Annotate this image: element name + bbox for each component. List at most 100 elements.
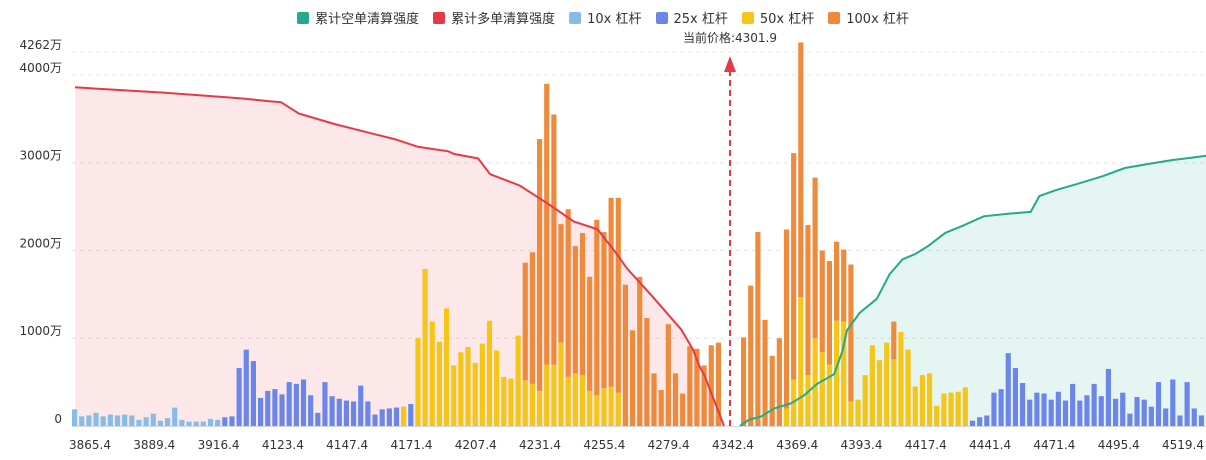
bar-25x[interactable] (1062, 400, 1069, 426)
bar-100x[interactable] (841, 249, 847, 322)
bar-25x[interactable] (336, 398, 342, 426)
bar-25x[interactable] (343, 400, 349, 426)
bar-100x[interactable] (701, 365, 707, 426)
bar-25x[interactable] (1077, 400, 1083, 426)
bar-50x[interactable] (601, 388, 607, 426)
bar-25x[interactable] (236, 368, 242, 426)
bar-25x[interactable] (393, 407, 400, 426)
bar-100x[interactable] (579, 232, 586, 376)
bar-50x[interactable] (558, 342, 564, 426)
bar-100x[interactable] (644, 318, 650, 426)
bar-50x[interactable] (594, 395, 600, 426)
bar-100x[interactable] (522, 262, 528, 381)
bar-50x[interactable] (891, 359, 897, 426)
bar-25x[interactable] (272, 389, 278, 426)
bar-50x[interactable] (941, 393, 947, 426)
bar-100x[interactable] (769, 355, 775, 426)
bar-50x[interactable] (572, 373, 578, 426)
bar-10x[interactable] (107, 414, 113, 426)
bar-100x[interactable] (630, 330, 636, 426)
bar-100x[interactable] (565, 209, 571, 377)
bar-50x[interactable] (934, 405, 940, 426)
bar-50x[interactable] (955, 391, 961, 426)
bar-100x[interactable] (783, 229, 790, 409)
bar-10x[interactable] (150, 413, 156, 426)
bar-50x[interactable] (927, 373, 933, 426)
bar-25x[interactable] (1113, 398, 1119, 426)
bar-25x[interactable] (1170, 379, 1176, 426)
bar-25x[interactable] (977, 417, 983, 426)
bar-25x[interactable] (1091, 383, 1097, 426)
bar-10x[interactable] (200, 421, 206, 426)
bar-25x[interactable] (308, 395, 314, 426)
bar-50x[interactable] (444, 308, 450, 426)
bar-100x[interactable] (776, 338, 782, 426)
bar-50x[interactable] (515, 335, 521, 426)
bar-100x[interactable] (601, 232, 607, 389)
bar-50x[interactable] (841, 321, 847, 426)
bar-25x[interactable] (1134, 397, 1140, 426)
bar-100x[interactable] (748, 285, 754, 426)
bar-50x[interactable] (812, 338, 818, 426)
bar-50x[interactable] (912, 386, 918, 426)
bar-10x[interactable] (157, 420, 163, 426)
bar-100x[interactable] (791, 153, 797, 380)
bar-100x[interactable] (529, 252, 535, 384)
bar-50x[interactable] (587, 390, 593, 426)
bar-10x[interactable] (179, 419, 185, 426)
bar-25x[interactable] (250, 361, 256, 426)
bar-100x[interactable] (544, 83, 550, 365)
bar-100x[interactable] (687, 346, 693, 426)
bar-50x[interactable] (458, 352, 464, 426)
bar-50x[interactable] (551, 364, 557, 426)
bar-50x[interactable] (451, 365, 457, 426)
bar-25x[interactable] (229, 416, 235, 426)
bar-10x[interactable] (114, 415, 121, 426)
bar-25x[interactable] (991, 392, 997, 426)
bar-10x[interactable] (215, 419, 221, 426)
bar-25x[interactable] (279, 394, 285, 426)
bar-10x[interactable] (100, 416, 106, 426)
bar-50x[interactable] (615, 392, 621, 426)
bar-25x[interactable] (1005, 353, 1011, 426)
bar-25x[interactable] (1098, 396, 1104, 426)
bar-100x[interactable] (551, 114, 557, 365)
bar-10x[interactable] (122, 414, 128, 426)
bar-25x[interactable] (1141, 399, 1147, 426)
bar-50x[interactable] (472, 362, 478, 426)
bar-50x[interactable] (422, 268, 428, 426)
bar-100x[interactable] (708, 345, 714, 426)
bar-100x[interactable] (658, 390, 664, 426)
bar-50x[interactable] (415, 338, 421, 426)
bar-25x[interactable] (1012, 368, 1018, 426)
bar-25x[interactable] (1191, 408, 1197, 426)
bar-50x[interactable] (834, 320, 840, 426)
bar-10x[interactable] (72, 409, 78, 426)
bar-50x[interactable] (537, 390, 543, 426)
legend-item-50x[interactable]: 50x 杠杆 (741, 8, 814, 27)
bar-10x[interactable] (165, 418, 171, 426)
bar-25x[interactable] (1020, 383, 1026, 426)
bar-50x[interactable] (429, 321, 435, 426)
bar-25x[interactable] (293, 383, 299, 426)
bar-50x[interactable] (826, 364, 832, 426)
bar-25x[interactable] (1127, 413, 1133, 426)
bar-25x[interactable] (365, 401, 371, 426)
legend-item-25x[interactable]: 25x 杠杆 (655, 8, 728, 27)
bar-100x[interactable] (594, 219, 600, 396)
bar-100x[interactable] (672, 373, 679, 426)
bar-10x[interactable] (172, 407, 178, 426)
bar-100x[interactable] (891, 321, 897, 360)
bar-10x[interactable] (93, 412, 99, 426)
bar-100x[interactable] (622, 284, 628, 426)
bar-10x[interactable] (129, 415, 135, 426)
bar-100x[interactable] (805, 225, 811, 376)
legend-item-short-cum[interactable]: 累计空单清算强度 (297, 8, 419, 27)
bar-50x[interactable] (819, 352, 825, 426)
bar-50x[interactable] (486, 320, 493, 426)
bar-50x[interactable] (508, 378, 514, 426)
bar-10x[interactable] (143, 417, 149, 426)
bar-25x[interactable] (243, 349, 249, 426)
bar-50x[interactable] (805, 375, 811, 426)
bar-25x[interactable] (386, 408, 392, 426)
